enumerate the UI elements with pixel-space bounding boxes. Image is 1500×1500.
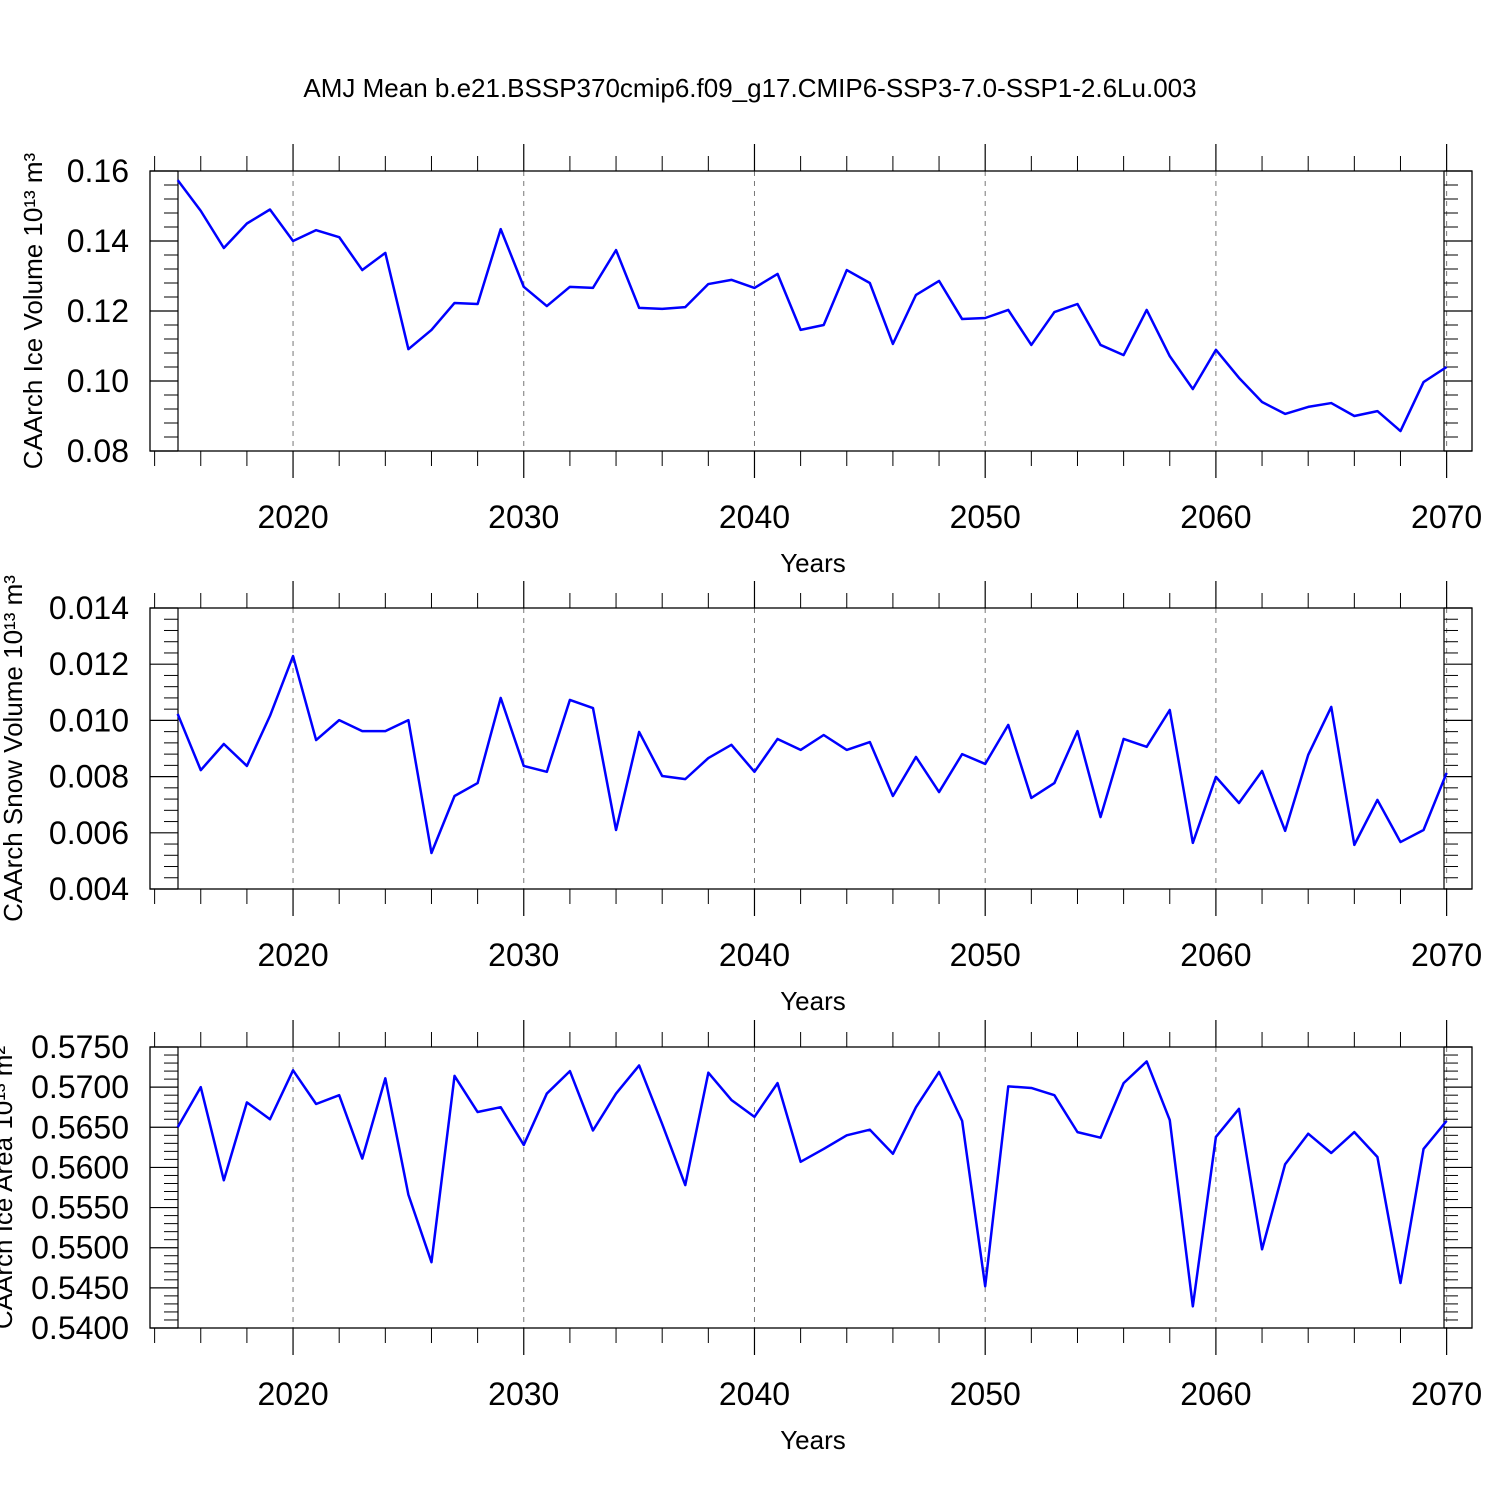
plot-frame (149, 607, 1473, 890)
y-tick-label: 0.008 (49, 759, 129, 795)
y-tick-label: 0.012 (49, 646, 129, 682)
y-axis-label: CAArch Snow Volume 10¹³ m³ (0, 575, 28, 922)
y-axis-label: CAArch Ice Volume 10¹³ m³ (18, 152, 48, 469)
x-tick-label: 2030 (488, 499, 559, 535)
data-line (176, 1060, 1448, 1308)
y-tick-label: 0.5750 (31, 1029, 129, 1065)
x-tick-label: 2020 (257, 937, 328, 973)
y-axis-label: CAArch Ice Area 10¹³ m² (0, 1046, 18, 1330)
y-tick-label: 0.006 (49, 815, 129, 851)
y-tick-label: 0.010 (49, 702, 129, 738)
x-tick-label: 2070 (1411, 1376, 1482, 1412)
y-tick-label: 0.10 (67, 363, 129, 399)
x-tick-label: 2070 (1411, 937, 1482, 973)
y-tick-label: 0.14 (67, 223, 129, 259)
x-tick-label: 2050 (950, 499, 1021, 535)
y-tick-label: 0.5700 (31, 1069, 129, 1105)
chart-title: AMJ Mean b.e21.BSSP370cmip6.f09_g17.CMIP… (303, 73, 1196, 103)
y-tick-label: 0.12 (67, 293, 129, 329)
y-tick-label: 0.5550 (31, 1190, 129, 1226)
x-tick-label: 2060 (1180, 499, 1251, 535)
x-tick-label: 2050 (950, 937, 1021, 973)
y-tick-label: 0.5400 (31, 1310, 129, 1346)
x-tick-label: 2030 (488, 1376, 559, 1412)
y-tick-label: 0.5650 (31, 1109, 129, 1145)
y-tick-label: 0.014 (49, 590, 129, 626)
x-tick-label: 2060 (1180, 937, 1251, 973)
plot-frame (149, 1046, 1473, 1329)
y-tick-label: 0.004 (49, 871, 129, 907)
data-line (176, 654, 1448, 855)
x-tick-label: 2040 (719, 937, 790, 973)
x-axis-label: Years (780, 548, 846, 578)
x-tick-label: 2060 (1180, 1376, 1251, 1412)
x-tick-label: 2070 (1411, 499, 1482, 535)
y-tick-label: 0.5450 (31, 1270, 129, 1306)
x-axis-label: Years (780, 1425, 846, 1455)
x-axis-label: Years (780, 986, 846, 1016)
y-tick-label: 0.16 (67, 153, 129, 189)
y-tick-label: 0.5600 (31, 1149, 129, 1185)
y-tick-label: 0.08 (67, 433, 129, 469)
x-tick-label: 2020 (257, 499, 328, 535)
x-tick-label: 2020 (257, 1376, 328, 1412)
plot-frame (149, 170, 1473, 452)
data-line (176, 179, 1448, 433)
x-tick-label: 2040 (719, 499, 790, 535)
x-tick-label: 2030 (488, 937, 559, 973)
x-tick-label: 2050 (950, 1376, 1021, 1412)
x-tick-label: 2040 (719, 1376, 790, 1412)
y-tick-label: 0.5500 (31, 1230, 129, 1266)
